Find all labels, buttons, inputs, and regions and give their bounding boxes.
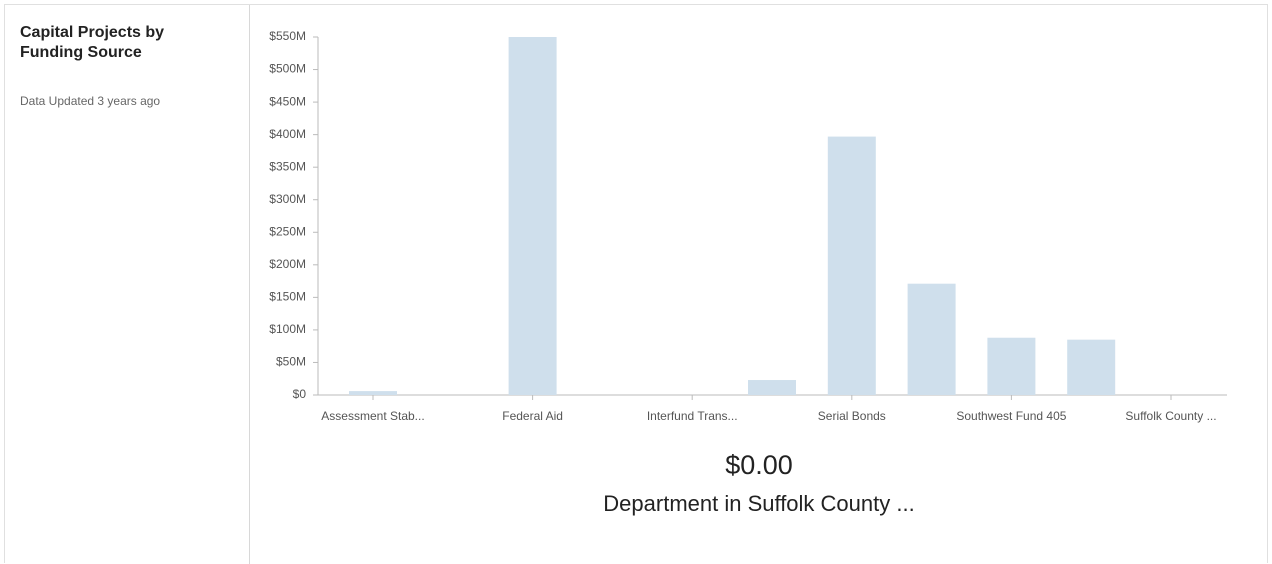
bar [907,283,956,395]
bar [748,380,796,395]
bar [1067,339,1116,395]
x-tick-label: Interfund Trans... [647,409,738,423]
y-tick-label: $350M [269,159,306,173]
y-tick-label: $550M [269,29,306,43]
y-tick-label: $50M [276,355,306,369]
bar [987,337,1036,395]
bar [827,136,876,395]
summary-label: Department in Suffolk County ... [603,491,914,516]
y-tick-label: $450M [269,94,306,108]
bar [349,391,397,395]
y-tick-label: $0 [293,387,307,401]
side-panel: Capital Projects by Funding Source Data … [5,5,250,564]
y-tick-label: $100M [269,322,306,336]
x-tick-label: Serial Bonds [818,409,886,423]
summary-value: $0.00 [725,450,793,480]
y-tick-label: $500M [269,62,306,76]
x-tick-label: Assessment Stab... [321,409,424,423]
y-tick-label: $400M [269,127,306,141]
card: Capital Projects by Funding Source Data … [4,4,1268,564]
y-tick-label: $300M [269,192,306,206]
subtitle: Data Updated 3 years ago [20,94,161,108]
y-tick-label: $200M [269,257,306,271]
bar [508,37,557,395]
y-tick-label: $250M [269,224,306,238]
y-tick-label: $150M [269,290,306,304]
x-tick-label: Suffolk County ... [1125,409,1216,423]
x-tick-label: Federal Aid [502,409,563,423]
chart-title: Capital Projects by Funding Source [20,24,165,61]
x-tick-label: Southwest Fund 405 [956,409,1066,423]
